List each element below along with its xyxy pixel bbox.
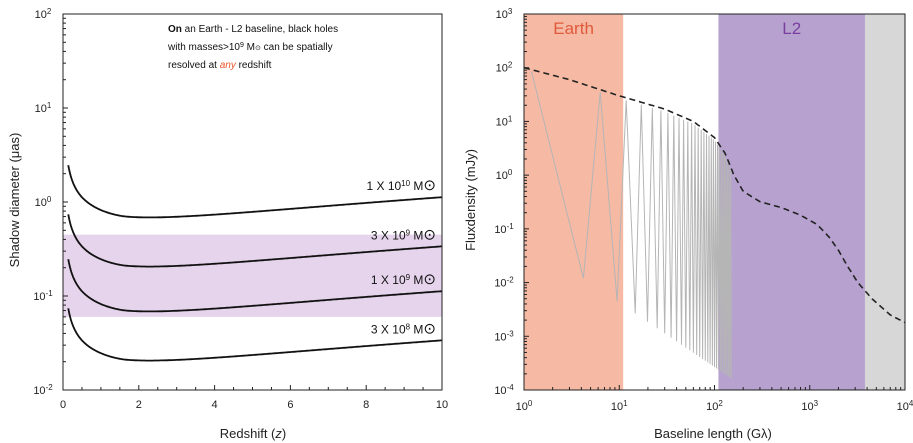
- x-tick-label: 0: [60, 399, 66, 411]
- x-tick-label: 2: [136, 399, 142, 411]
- x-tick-label: 103: [801, 399, 818, 414]
- mass-curve: [67, 214, 442, 268]
- mass-curves: [67, 164, 443, 362]
- left-y-axis-label: Shadow diameter (μas): [7, 133, 22, 268]
- mass-curve: [67, 164, 443, 219]
- left-x-ticks: 0 2 4 6 8 10: [60, 385, 448, 411]
- annotation: On an Earth - L2 baseline, black holes w…: [167, 24, 338, 71]
- x-tick-label: 8: [363, 399, 369, 411]
- earth-band: [524, 14, 624, 390]
- earth-band-label: Earth: [553, 19, 594, 38]
- y-tick-label: 101: [35, 101, 52, 116]
- annotation-line-3: resolved at any redshift: [168, 60, 272, 71]
- y-tick-label: 102: [496, 60, 513, 75]
- y-tick-label: 10-3: [494, 329, 514, 344]
- y-tick-label: 100: [35, 195, 52, 210]
- visibility-curve: [531, 71, 732, 379]
- x-tick-label: 4: [212, 399, 218, 411]
- right-y-ticks: 10-4 10-3 10-2 10-1 100 101 102 103: [494, 7, 529, 398]
- annotation-line-2: with masses>109 M⊙ can be spatially: [167, 42, 333, 54]
- resolvable-band: [63, 234, 442, 317]
- x-tick-label: 104: [897, 399, 913, 414]
- y-tick-label: 10-4: [494, 383, 514, 398]
- y-tick-label: 10-1: [33, 289, 53, 304]
- tail-shade: [864, 14, 905, 390]
- x-tick-label: 101: [611, 399, 628, 414]
- right-x-axis-label: Baseline length (Gλ): [654, 426, 772, 441]
- x-tick-label: 100: [516, 399, 533, 414]
- visibility-line: [531, 71, 732, 379]
- x-tick-label: 102: [706, 399, 723, 414]
- mass-curve-labels: 1 X 1010 M⊙ 3 X 109 M⊙ 1 X 109 M⊙ 3 X 108 M…: [366, 177, 436, 337]
- left-panel: 0 2 4 6 8 10 10-2 10-1 100 101 102 1 X 1010 M⊙ 3 X…: [7, 7, 448, 442]
- y-tick-label: 10-2: [33, 383, 53, 398]
- l2-band: [718, 14, 865, 390]
- annotation-line-1: On an Earth - L2 baseline, black holes: [168, 24, 338, 35]
- mass-curve-label: 1 X 109 M⊙: [371, 271, 436, 288]
- right-x-ticks: 100 101 102 103 104: [516, 385, 913, 413]
- y-tick-label: 10-1: [494, 221, 514, 236]
- left-y-ticks: 10-2 10-1 100 101 102: [33, 7, 68, 398]
- y-tick-label: 100: [496, 168, 513, 183]
- y-tick-label: 101: [496, 114, 513, 129]
- mass-curve-label: 3 X 109 M⊙: [371, 226, 436, 243]
- y-tick-label: 103: [496, 7, 513, 22]
- y-tick-label: 10-2: [494, 275, 514, 290]
- x-tick-label: 10: [436, 399, 448, 411]
- x-tick-label: 6: [287, 399, 293, 411]
- l2-band-label: L2: [782, 19, 801, 38]
- mass-curve-label: 1 X 1010 M⊙: [366, 177, 436, 194]
- y-tick-label: 102: [35, 7, 52, 22]
- right-panel: 100 101 102 103 104 10-410-310-210-110010110…: [463, 7, 913, 442]
- right-y-axis-label: Fluxdensity (mJy): [463, 149, 478, 251]
- mass-curve: [67, 258, 443, 313]
- mass-curve-label: 3 X 108 M⊙: [371, 320, 436, 337]
- left-x-axis-label: Redshift (z): [220, 426, 286, 441]
- envelope-curve: [523, 66, 906, 324]
- mass-curve: [67, 308, 442, 362]
